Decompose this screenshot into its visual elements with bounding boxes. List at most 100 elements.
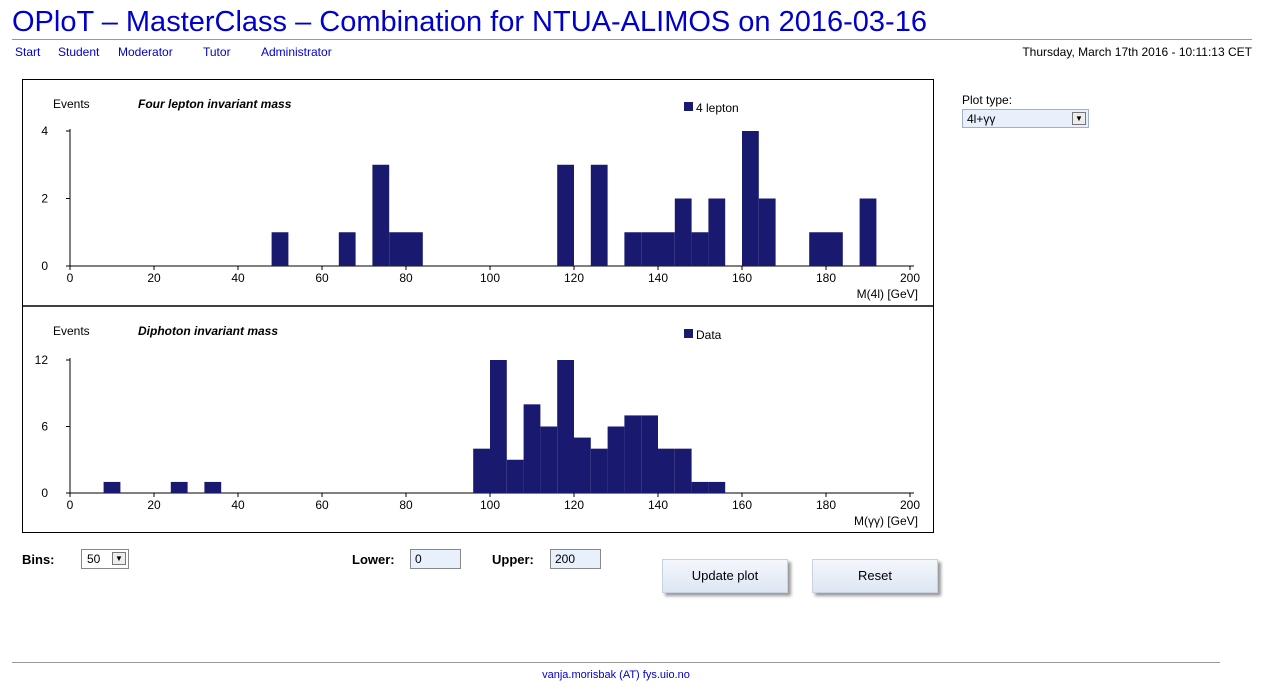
chart1-bar xyxy=(372,164,390,266)
chart1-bar xyxy=(691,232,709,266)
chart1-y-tick-label: 0 xyxy=(41,259,48,273)
upper-label: Upper: xyxy=(492,552,534,567)
chart1-x-label: M(4l) [GeV] xyxy=(857,287,918,301)
update-plot-button[interactable]: Update plot xyxy=(662,559,788,593)
chart1-bar xyxy=(674,198,692,266)
chart2-x-tick-label: 100 xyxy=(480,498,500,512)
chart2-title: Diphoton invariant mass xyxy=(138,324,278,338)
chart2-legend-swatch xyxy=(684,329,693,338)
chart1-title: Four lepton invariant mass xyxy=(138,97,292,111)
chart1-x-tick-label: 180 xyxy=(816,271,836,285)
chart2-bar xyxy=(557,360,574,493)
chart1-legend-swatch xyxy=(684,102,693,111)
chart2-x-tick-label: 140 xyxy=(648,498,668,512)
nav-student[interactable]: Student xyxy=(58,45,100,59)
chart2-x-tick-label: 80 xyxy=(399,498,413,512)
chart1-bar xyxy=(758,198,776,266)
nav-administrator[interactable]: Administrator xyxy=(261,45,332,59)
chart2-bar xyxy=(674,448,692,493)
chart2-bar xyxy=(574,437,591,493)
chart1-x-tick-label: 120 xyxy=(564,271,584,285)
nav-tutor[interactable]: Tutor xyxy=(203,45,231,59)
chart2-x-tick-label: 120 xyxy=(564,498,584,512)
chart1-bar xyxy=(826,232,843,266)
chart2-bar xyxy=(473,448,490,493)
chevron-down-icon[interactable]: ▼ xyxy=(1072,112,1086,125)
chart1-y-label: Events xyxy=(53,97,90,111)
chart1-bar xyxy=(338,232,356,266)
chart1-bar xyxy=(809,232,826,266)
lower-label: Lower: xyxy=(352,552,395,567)
chart2-bar xyxy=(540,426,558,493)
chart2-x-tick-label: 0 xyxy=(67,498,74,512)
chart2-bar xyxy=(708,481,726,493)
chart1-bar xyxy=(557,164,574,266)
chart1-bar xyxy=(406,232,423,266)
footer-divider xyxy=(12,662,1220,663)
chart2-bar xyxy=(641,415,658,493)
chart2-bar xyxy=(624,415,642,493)
chart2-x-tick-label: 20 xyxy=(147,498,161,512)
bins-value: 50 xyxy=(87,552,101,566)
chart1-bar xyxy=(641,232,658,266)
chart1-bar xyxy=(624,232,642,266)
chart2-bar xyxy=(170,481,188,493)
chart2-x-tick-label: 40 xyxy=(231,498,245,512)
chart1-x-tick-label: 60 xyxy=(315,271,329,285)
nav-start[interactable]: Start xyxy=(15,45,41,59)
chart1-x-tick-label: 20 xyxy=(147,271,161,285)
chart1-bar xyxy=(271,232,289,266)
chart1-x-tick-label: 140 xyxy=(648,271,668,285)
chart2-bar xyxy=(658,448,675,493)
plot-type-label: Plot type: xyxy=(962,93,1013,107)
chart2-bar xyxy=(523,404,541,493)
chart1-bar xyxy=(590,164,608,266)
chart2-y-tick-label: 6 xyxy=(41,420,48,434)
chart1-x-tick-label: 100 xyxy=(480,271,500,285)
plot-type-value: 4l+γγ xyxy=(967,112,996,126)
chart1-bar xyxy=(708,198,726,266)
chart2-x-tick-label: 200 xyxy=(900,498,920,512)
chart1-bar xyxy=(742,131,759,266)
chart2-legend-label: Data xyxy=(696,328,722,342)
chart1-legend-label: 4 lepton xyxy=(696,101,739,115)
header-divider xyxy=(12,39,1252,40)
chart2-bar xyxy=(691,481,709,493)
chart1-x-tick-label: 40 xyxy=(231,271,245,285)
chart2-bar xyxy=(506,459,524,493)
chart1-x-tick-label: 80 xyxy=(399,271,413,285)
chart2-y-tick-label: 0 xyxy=(41,486,48,500)
footer-contact[interactable]: vanja.morisbak (AT) fys.uio.no xyxy=(542,669,690,681)
chart2-x-tick-label: 180 xyxy=(816,498,836,512)
chart1-bar xyxy=(859,198,877,266)
chart2-bar xyxy=(607,426,625,493)
plot-area: 0 20 40 60 80 100 120 140 160 180 200 0 2 4 Events Four… xyxy=(22,79,934,533)
bins-label: Bins: xyxy=(22,552,55,567)
upper-input[interactable]: 200 xyxy=(550,549,601,569)
chart2-x-label: M(γγ) [GeV] xyxy=(854,514,918,528)
current-datetime: Thursday, March 17th 2016 - 10:11:13 CET xyxy=(1022,45,1252,59)
reset-button[interactable]: Reset xyxy=(812,559,938,593)
page-title: OPloT – MasterClass – Combination for NT… xyxy=(12,6,927,38)
chart1-bar xyxy=(658,232,675,266)
chart1-y-tick-label: 2 xyxy=(41,192,48,206)
chart1-x-tick-label: 200 xyxy=(900,271,920,285)
bins-select[interactable]: 50 ▼ xyxy=(81,549,129,569)
chart2-x-tick-label: 160 xyxy=(732,498,752,512)
chart2-bar xyxy=(490,360,507,493)
chart2-bar xyxy=(103,481,121,493)
nav-moderator[interactable]: Moderator xyxy=(118,45,173,59)
chart2-bar xyxy=(590,448,608,493)
chart2-x-tick-label: 60 xyxy=(315,498,329,512)
chart2-y-label: Events xyxy=(53,324,90,338)
chart1-x-tick-label: 0 xyxy=(67,271,74,285)
chart1-bar xyxy=(389,232,406,266)
chevron-down-icon[interactable]: ▼ xyxy=(112,552,126,565)
chart1-x-tick-label: 160 xyxy=(732,271,752,285)
lower-input[interactable]: 0 xyxy=(410,549,461,569)
chart1-y-tick-label: 4 xyxy=(41,124,48,138)
plot-type-select[interactable]: 4l+γγ ▼ xyxy=(962,109,1089,128)
chart2-y-tick-label: 12 xyxy=(35,353,49,367)
chart2-bar xyxy=(204,481,222,493)
